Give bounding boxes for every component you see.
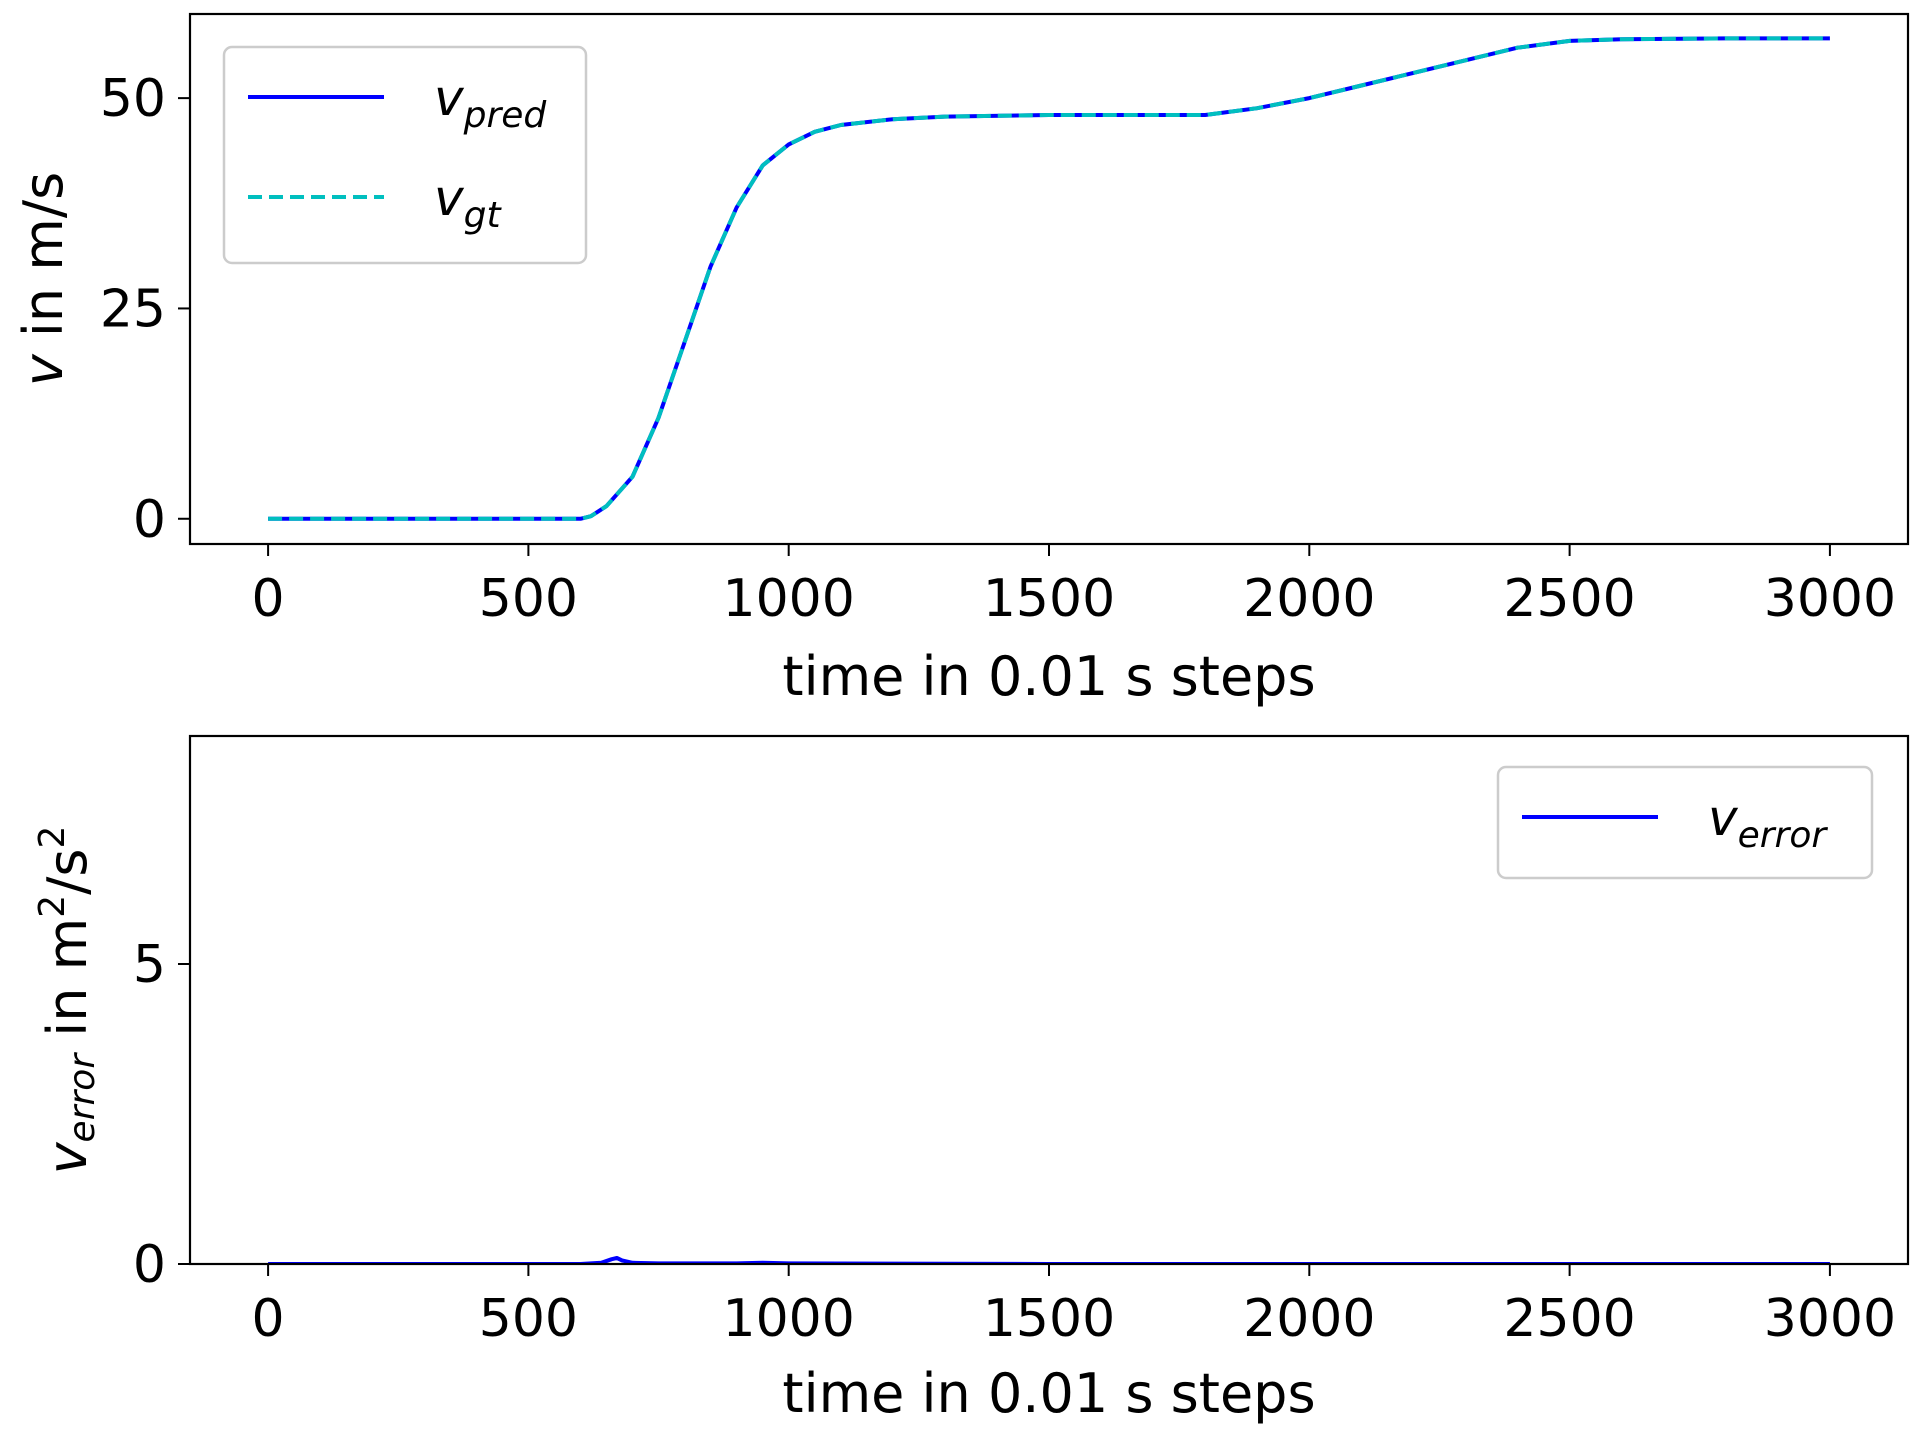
x-tick-label: 0 <box>252 1289 285 1349</box>
error-y-axis-label: verror in m2/s2 <box>32 826 103 1175</box>
x-tick-label: 1000 <box>723 1289 855 1349</box>
error-ticks: 0 500 1000 1500 2000 2500 3000 0 5 <box>133 935 1896 1349</box>
y-tick-label: 0 <box>133 1235 166 1295</box>
velocity-x-axis-label: time in 0.01 s steps <box>782 645 1315 708</box>
x-tick-label: 3000 <box>1764 569 1896 629</box>
velocity-ticks: 0 500 1000 1500 2000 2500 3000 0 25 50 <box>100 69 1896 629</box>
velocity-y-axis-unit: in m/s <box>12 172 75 355</box>
error-x-axis-label: time in 0.01 s steps <box>782 1362 1315 1425</box>
x-tick-label: 2000 <box>1243 569 1375 629</box>
x-tick-label: 500 <box>479 1289 578 1349</box>
x-tick-label: 3000 <box>1764 1289 1896 1349</box>
legend-label: vgt <box>434 169 502 236</box>
series-line-gt <box>268 36 1830 521</box>
error-y-axis-unit-tail-sup: 2 <box>32 826 73 849</box>
velocity-chart: 0 500 1000 1500 2000 2500 3000 0 25 50 time in 0.… <box>12 12 1910 708</box>
x-tick-label: 500 <box>479 569 578 629</box>
error-y-axis-unit-tail: /s <box>36 848 99 894</box>
error-y-axis-var-sub: error <box>62 1052 103 1143</box>
y-tick-label: 50 <box>100 69 166 129</box>
x-tick-label: 2500 <box>1503 1289 1635 1349</box>
x-tick-label: 2500 <box>1503 569 1635 629</box>
error-legend: verror <box>1496 765 1874 880</box>
error-chart: 0 500 1000 1500 2000 2500 3000 0 5 time in 0.01 … <box>32 734 1910 1425</box>
x-tick-label: 0 <box>252 569 285 629</box>
velocity-legend: vpred vgt <box>222 45 588 265</box>
velocity-y-axis-label: v in m/s <box>12 172 75 386</box>
y-tick-label: 0 <box>133 490 166 550</box>
y-tick-label: 5 <box>133 935 166 995</box>
x-tick-label: 1000 <box>723 569 855 629</box>
x-tick-label: 1500 <box>983 569 1115 629</box>
error-y-axis-unit-sup: 2 <box>32 895 73 918</box>
x-tick-label: 1500 <box>983 1289 1115 1349</box>
error-y-axis-unit: in m <box>36 918 99 1054</box>
velocity-y-axis-var: v <box>12 353 75 386</box>
legend-label: vpred <box>434 69 547 136</box>
legend-box <box>222 45 588 265</box>
x-tick-label: 2000 <box>1243 1289 1375 1349</box>
legend-label: verror <box>1708 789 1828 856</box>
y-tick-label: 25 <box>100 279 166 339</box>
legend-box <box>1496 765 1874 880</box>
error-y-axis-var: v <box>36 1141 99 1174</box>
